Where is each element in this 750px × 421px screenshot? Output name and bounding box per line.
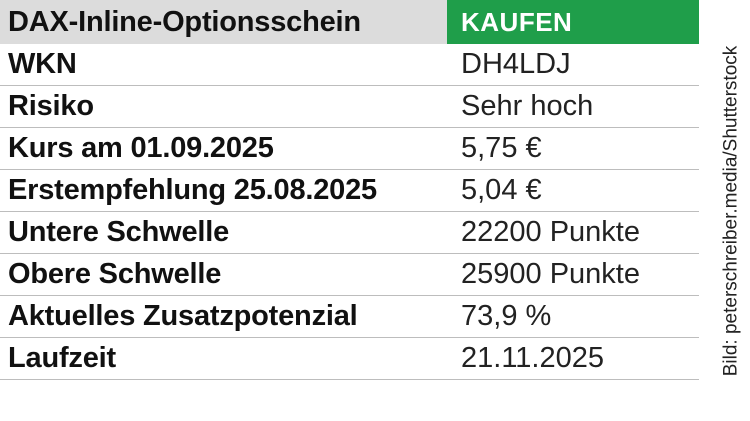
table-row-zusatzpotenzial: Aktuelles Zusatzpotenzial 73,9 %: [0, 296, 699, 338]
table-row-untere-schwelle: Untere Schwelle 22200 Punkte: [0, 212, 699, 254]
row-label: Obere Schwelle: [8, 258, 222, 290]
row-value: 22200 Punkte: [461, 216, 640, 248]
row-value: Sehr hoch: [461, 90, 594, 122]
row-label: Erstempfehlung 25.08.2025: [8, 174, 377, 206]
row-value: 5,04 €: [461, 174, 542, 206]
table-header: DAX-Inline-Optionsschein KAUFEN: [0, 0, 699, 44]
buy-badge: KAUFEN: [447, 0, 699, 44]
option-info-table: DAX-Inline-Optionsschein KAUFEN WKN DH4L…: [0, 0, 699, 380]
table-row-erstempfehlung: Erstempfehlung 25.08.2025 5,04 €: [0, 170, 699, 212]
row-label: Risiko: [8, 90, 94, 122]
row-value: 73,9 %: [461, 300, 552, 332]
row-label: Laufzeit: [8, 342, 116, 374]
table-row-risiko: Risiko Sehr hoch: [0, 86, 699, 128]
table-row-kurs: Kurs am 01.09.2025 5,75 €: [0, 128, 699, 170]
row-label: Kurs am 01.09.2025: [8, 132, 274, 164]
row-value: DH4LDJ: [461, 48, 571, 80]
row-label: WKN: [8, 48, 77, 80]
row-label: Untere Schwelle: [8, 216, 230, 248]
row-value: 21.11.2025: [461, 342, 604, 374]
table-title: DAX-Inline-Optionsschein: [8, 5, 361, 38]
image-credit: Bild: peterschreiber.media/Shutterstock: [714, 0, 748, 421]
row-value: 25900 Punkte: [461, 258, 640, 290]
table-row-obere-schwelle: Obere Schwelle 25900 Punkte: [0, 254, 699, 296]
row-label: Aktuelles Zusatzpotenzial: [8, 300, 358, 332]
row-value: 5,75 €: [461, 132, 542, 164]
image-credit-text: Bild: peterschreiber.media/Shutterstock: [720, 45, 741, 376]
table-row-wkn: WKN DH4LDJ: [0, 44, 699, 86]
table-row-laufzeit: Laufzeit 21.11.2025: [0, 338, 699, 380]
